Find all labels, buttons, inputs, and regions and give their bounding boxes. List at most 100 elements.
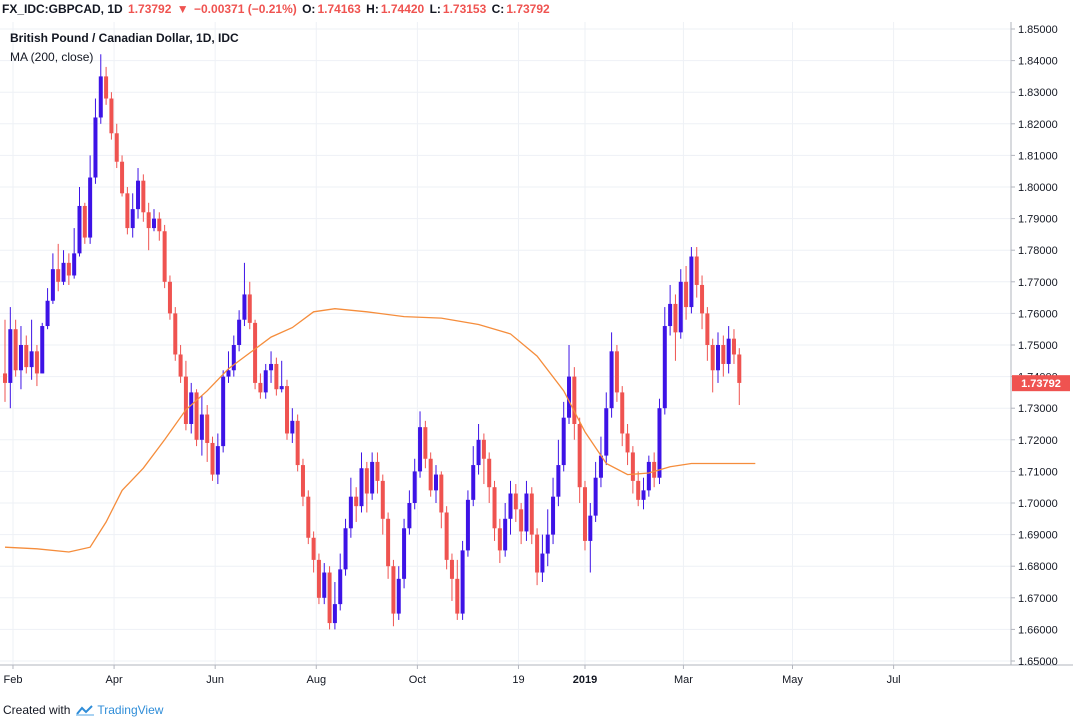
- time-axis[interactable]: Feb Apr Jun Aug Oct 19 2019 Mar May Jul: [3, 665, 901, 686]
- candle-body: [540, 553, 545, 573]
- candle-body: [572, 376, 577, 424]
- candle: [290, 408, 295, 443]
- candle: [183, 360, 188, 431]
- candle-body: [194, 392, 199, 440]
- candle-body: [545, 534, 550, 554]
- candle-body: [567, 376, 572, 418]
- symbol-label[interactable]: FX_IDC:GBPCAD, 1D: [2, 2, 123, 16]
- candle: [662, 307, 667, 415]
- candle: [513, 484, 518, 522]
- candle-body: [18, 345, 23, 371]
- candle: [199, 395, 204, 456]
- candle: [529, 487, 534, 545]
- candle: [657, 398, 662, 485]
- candle-body: [513, 493, 518, 510]
- candle-body: [465, 499, 470, 551]
- symbol-header: FX_IDC:GBPCAD, 1D 1.73792 ▼ −0.00371 (−0…: [2, 2, 552, 16]
- candle-body: [151, 218, 156, 229]
- candle-body: [221, 376, 226, 447]
- y-tick-label: 1.69000: [1018, 530, 1058, 542]
- y-tick-label: 1.66000: [1018, 624, 1058, 636]
- candle: [3, 319, 7, 402]
- candle-body: [285, 386, 290, 434]
- candle: [487, 452, 492, 503]
- candle: [45, 288, 50, 330]
- candle-body: [279, 386, 284, 390]
- candle-body: [614, 351, 619, 393]
- candle-body: [503, 518, 508, 551]
- candle-body: [109, 98, 114, 134]
- indicator-legend[interactable]: MA (200, close): [10, 50, 94, 64]
- candle-body: [231, 345, 236, 371]
- candle: [8, 307, 13, 409]
- candle: [50, 253, 55, 304]
- candle-body: [428, 458, 433, 491]
- candle-body: [66, 262, 71, 276]
- y-tick-label: 1.71000: [1018, 466, 1058, 478]
- y-tick-label: 1.84000: [1018, 56, 1058, 68]
- candle-body: [364, 468, 369, 494]
- candle-body: [173, 313, 178, 355]
- price-axis[interactable]: 1.85000 1.84000 1.83000 1.82000 1.81000 1.800…: [1011, 24, 1058, 668]
- candle-body: [56, 269, 61, 282]
- y-tick-label: 1.77000: [1018, 277, 1058, 289]
- candle-body: [120, 161, 125, 194]
- candle: [24, 335, 29, 374]
- candle: [93, 98, 98, 184]
- candle: [449, 553, 454, 601]
- candle: [130, 193, 135, 238]
- candle-body: [444, 512, 449, 560]
- candle: [588, 503, 593, 573]
- candle-body: [322, 572, 327, 598]
- candle-body: [492, 487, 497, 529]
- candle-body: [598, 455, 603, 478]
- candle-body: [604, 408, 609, 456]
- candle: [375, 452, 380, 494]
- candle: [726, 326, 731, 374]
- candle-body: [412, 471, 417, 503]
- open-value: 1.74163: [317, 2, 361, 16]
- candle-body: [668, 303, 673, 327]
- low-label: L:: [429, 2, 441, 16]
- candle: [545, 509, 550, 567]
- candle-body: [274, 363, 279, 390]
- candle: [535, 528, 540, 586]
- grid-vertical-lines: [12, 22, 895, 665]
- candle-body: [684, 281, 689, 308]
- candle: [98, 54, 103, 124]
- candle: [471, 446, 476, 507]
- y-tick-label: 1.65000: [1018, 656, 1058, 668]
- candle: [444, 506, 449, 570]
- candle: [348, 477, 353, 538]
- y-tick-label: 1.80000: [1018, 182, 1058, 194]
- candle: [593, 461, 598, 522]
- candle: [481, 433, 486, 485]
- candle: [104, 66, 109, 105]
- candle: [205, 405, 210, 462]
- x-tick-label: 2019: [573, 674, 597, 686]
- candle: [242, 262, 247, 327]
- candle-body: [630, 452, 635, 481]
- last-price-tag: 1.73792: [1012, 375, 1070, 392]
- candle-body: [716, 345, 721, 371]
- low-value: 1.73153: [442, 2, 487, 16]
- candle-body: [3, 373, 7, 383]
- tradingview-logo[interactable]: TradingView: [75, 703, 163, 717]
- candle: [694, 247, 699, 298]
- candle-body: [561, 417, 566, 466]
- candle-body: [332, 604, 337, 624]
- candle: [210, 436, 215, 481]
- candle: [577, 417, 582, 503]
- candle: [731, 329, 736, 364]
- down-arrow-icon: ▼: [176, 2, 189, 16]
- candle: [72, 228, 77, 279]
- candle-body: [199, 414, 204, 440]
- candle: [407, 490, 412, 535]
- candle: [322, 563, 327, 605]
- candle-body: [551, 496, 556, 535]
- candle-body: [146, 212, 151, 229]
- candle-body: [306, 496, 311, 538]
- candle-body: [370, 461, 375, 494]
- candle: [18, 326, 23, 390]
